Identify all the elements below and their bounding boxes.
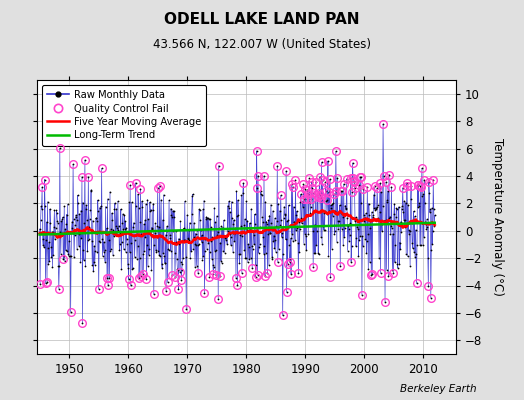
Y-axis label: Temperature Anomaly (°C): Temperature Anomaly (°C) [490,138,504,296]
Legend: Raw Monthly Data, Quality Control Fail, Five Year Moving Average, Long-Term Tren: Raw Monthly Data, Quality Control Fail, … [42,85,206,146]
Text: Berkeley Earth: Berkeley Earth [400,384,477,394]
Text: 43.566 N, 122.007 W (United States): 43.566 N, 122.007 W (United States) [153,38,371,51]
Text: ODELL LAKE LAND PAN: ODELL LAKE LAND PAN [164,12,360,27]
